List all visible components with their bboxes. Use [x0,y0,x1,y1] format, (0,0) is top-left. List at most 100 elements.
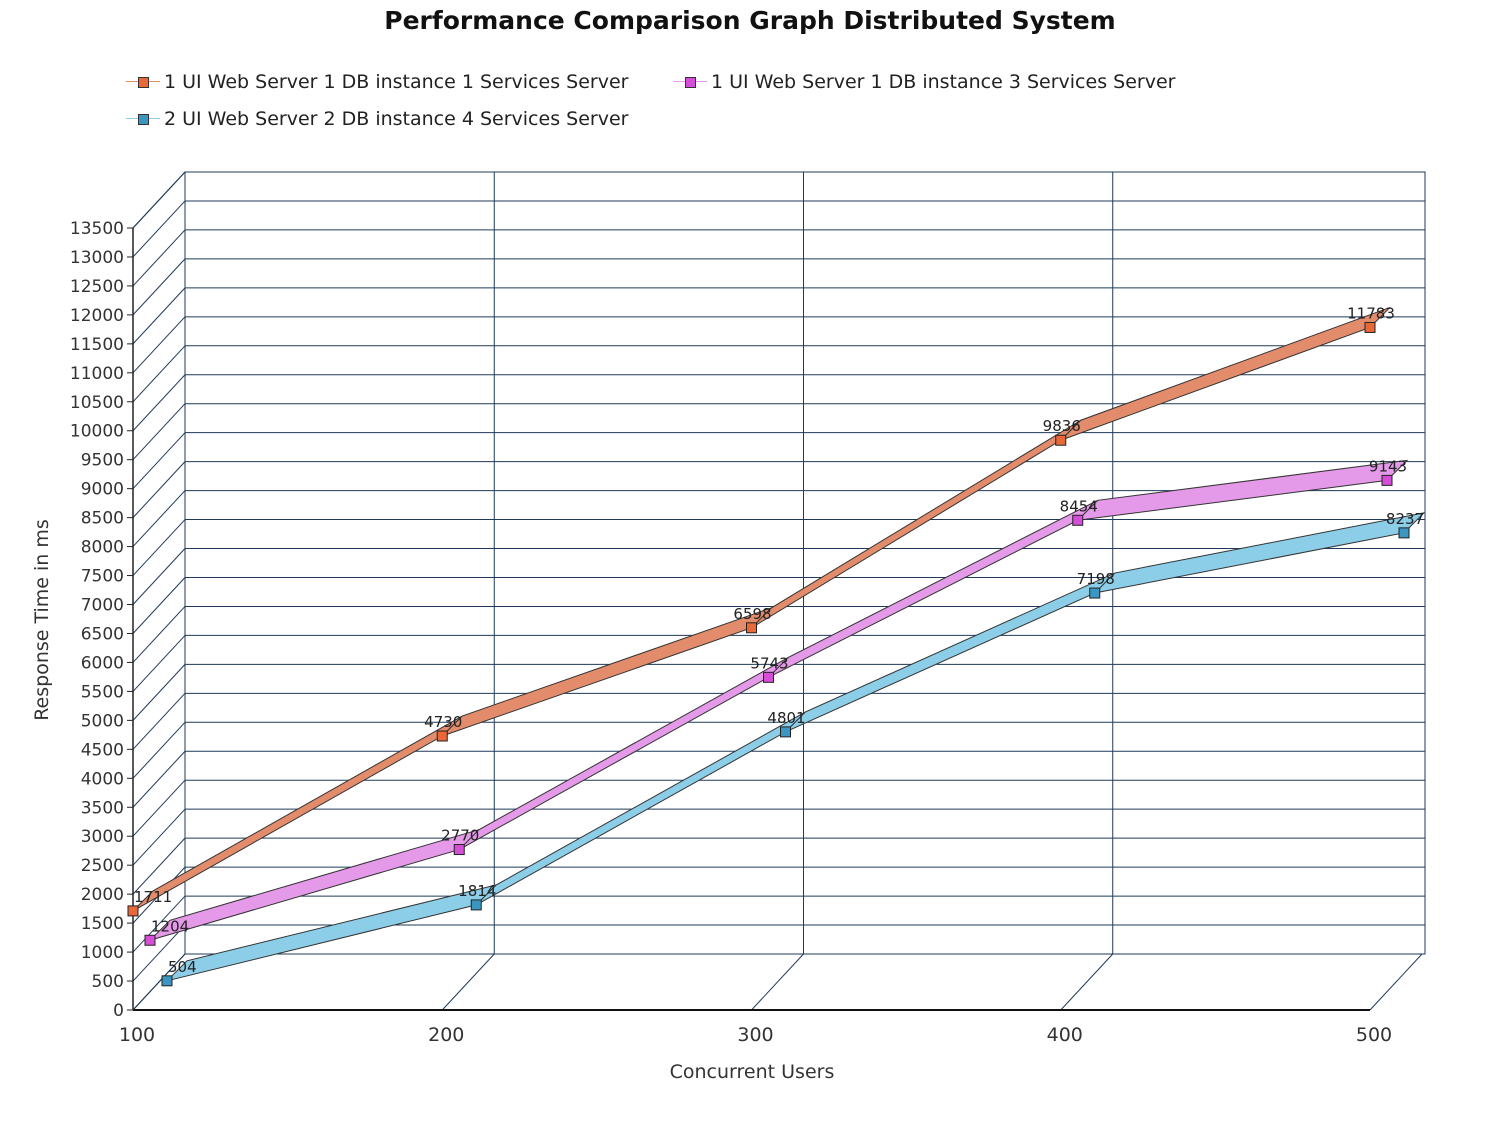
y-tick-label: 6500 [81,624,124,644]
data-label: 5743 [750,654,788,672]
gridline-side [132,258,186,316]
legend-label: 1 UI Web Server 1 DB instance 3 Services… [711,71,1176,93]
gridline-side [132,490,186,547]
y-tick-label: 3500 [81,798,124,818]
gridline-side [132,345,186,403]
y-tick-label: 8000 [81,538,124,558]
series-ribbon-segment [1093,512,1426,594]
legend-label: 2 UI Web Server 2 DB instance 4 Services… [164,108,629,130]
y-tick-label: 9000 [81,480,124,500]
data-point-marker [780,726,791,738]
y-tick-label: 11500 [70,335,124,355]
legend-item-series-1[interactable]: 1 UI Web Server 1 DB instance 1 Services… [126,70,628,94]
y-axis-title: Response Time in ms [31,519,53,721]
y-tick-label: 3000 [81,827,124,847]
gridline-side [132,750,186,808]
data-point-marker [470,899,482,911]
gridline-side [132,200,186,258]
legend-item-series-3[interactable]: 2 UI Web Server 2 DB instance 4 Services… [126,107,628,131]
y-tick-label: 1500 [81,914,124,934]
y-tick-label: 12000 [70,306,124,326]
x-axis-title: Concurrent Users [670,1061,835,1083]
y-tick-label: 4500 [81,740,124,760]
data-point-marker [1398,527,1410,539]
y-tick-label: 2000 [81,885,124,905]
legend-marker-icon [126,70,160,94]
legend-item-series-2[interactable]: 1 UI Web Server 1 DB instance 3 Services… [673,70,1175,94]
data-label: 9836 [1043,417,1081,435]
y-tick-label: 5500 [81,682,124,702]
data-point-marker [453,844,465,856]
legend-marker-icon [673,70,707,94]
gridline-floor [1060,953,1114,1011]
x-tick-label: 100 [119,1024,155,1046]
y-tick-label: 4000 [81,769,124,789]
y-tick-label: 13000 [70,248,124,268]
data-label: 4730 [424,713,462,731]
y-tick-label: 2500 [81,856,124,876]
data-label: 2770 [441,827,479,845]
data-label: 1814 [458,882,496,900]
y-tick-label: 13500 [70,219,124,239]
gridline-side [132,692,186,750]
data-label: 8454 [1060,497,1098,515]
data-point-marker [144,934,156,946]
legend-label: 1 UI Web Server 1 DB instance 1 Services… [164,71,629,93]
y-tick-label: 0 [113,1001,124,1021]
floor-edge [132,953,186,1011]
y-tick-label: 1000 [81,943,124,963]
gridline-side [132,374,186,432]
x-tick-label: 400 [1047,1024,1083,1046]
y-tick-label: 5000 [81,711,124,731]
gridline-side [132,635,186,692]
gridline-side [132,779,186,837]
series-ribbon-segment [1060,306,1391,441]
gridline-side [132,316,186,374]
y-tick-label: 8500 [81,509,124,529]
gridline-side [132,403,186,461]
data-point-marker [1089,587,1101,599]
gridline-floor [1369,953,1423,1011]
gridline-floor [751,953,804,1011]
y-tick-label: 9500 [81,451,124,471]
data-point-marker [1381,474,1393,486]
data-point-marker [436,730,448,742]
data-label: 504 [168,958,197,976]
data-point-marker [127,905,139,917]
gridline-side [132,808,186,866]
chart-title: Performance Comparison Graph Distributed… [384,6,1116,35]
wall-edge [132,171,186,229]
data-label: 11783 [1347,304,1395,322]
data-label: 6598 [733,605,771,623]
gridline-side [132,548,186,605]
gridline-side [132,721,186,779]
y-tick-label: 7500 [81,567,124,587]
data-label: 4801 [767,709,805,727]
gridline-side [132,287,186,345]
gridline-side [132,837,186,895]
gridline-side [132,664,186,721]
gridline-side [132,519,186,576]
x-tick-label: 500 [1356,1024,1392,1046]
y-tick-label: 7000 [81,596,124,616]
y-tick-label: 500 [92,972,124,992]
gridline-side [132,432,186,490]
data-label: 8237 [1386,510,1424,528]
y-tick-label: 12500 [70,277,124,297]
y-tick-label: 10500 [70,393,124,413]
series-ribbon-segment [1076,459,1409,521]
data-label: 9143 [1369,457,1407,475]
data-label: 1204 [151,917,189,935]
y-tick-label: 6000 [81,653,124,673]
gridline-side [132,924,186,982]
data-label: 7198 [1077,570,1115,588]
data-point-marker [161,975,173,987]
x-tick-label: 300 [737,1024,773,1046]
gridline-side [132,229,186,287]
y-tick-label: 10000 [70,422,124,442]
data-label: 1711 [134,888,172,906]
gridline-side [132,577,186,634]
data-point-marker [1055,434,1067,446]
data-point-marker [1364,321,1376,333]
